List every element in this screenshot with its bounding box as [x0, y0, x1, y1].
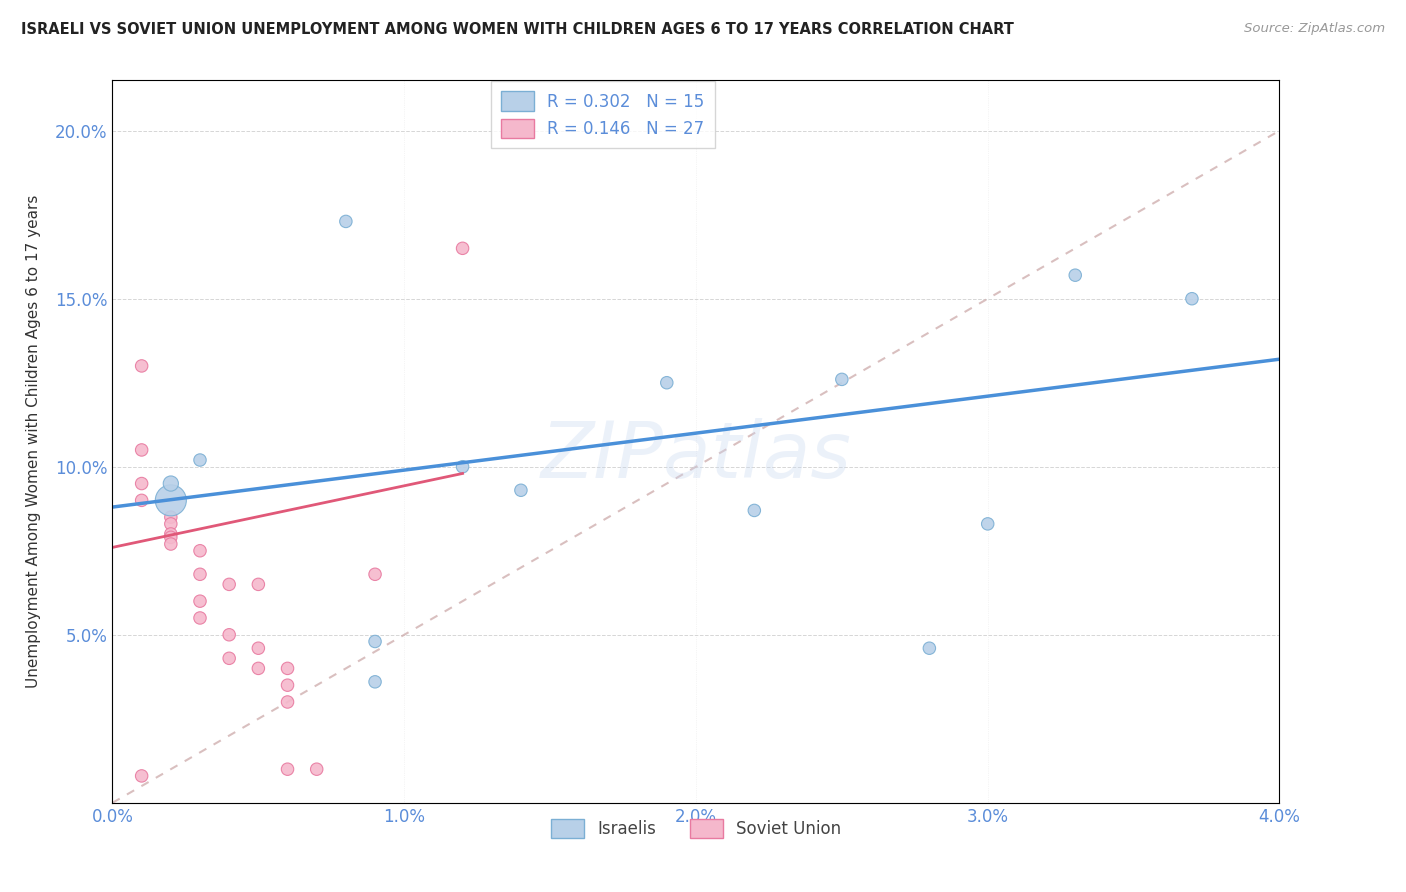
Point [1064, 268, 1087, 283]
Point [742, 503, 765, 517]
Point [1181, 292, 1204, 306]
Point [131, 476, 153, 491]
Point [131, 359, 153, 373]
Point [218, 628, 240, 642]
Y-axis label: Unemployment Among Women with Children Ages 6 to 17 years: Unemployment Among Women with Children A… [27, 194, 41, 689]
Point [131, 769, 153, 783]
Point [831, 372, 853, 386]
Point [160, 530, 183, 544]
Point [364, 634, 387, 648]
Point [160, 493, 183, 508]
Point [131, 493, 153, 508]
Point [509, 483, 531, 498]
Point [160, 516, 183, 531]
Point [451, 241, 474, 255]
Point [276, 695, 298, 709]
Point [335, 214, 357, 228]
Text: ISRAELI VS SOVIET UNION UNEMPLOYMENT AMONG WOMEN WITH CHILDREN AGES 6 TO 17 YEAR: ISRAELI VS SOVIET UNION UNEMPLOYMENT AMO… [21, 22, 1014, 37]
Point [305, 762, 328, 776]
Point [276, 661, 298, 675]
Point [976, 516, 998, 531]
Point [364, 674, 387, 689]
Point [131, 442, 153, 457]
Point [188, 594, 211, 608]
Text: Source: ZipAtlas.com: Source: ZipAtlas.com [1244, 22, 1385, 36]
Point [276, 678, 298, 692]
Point [188, 611, 211, 625]
Point [218, 577, 240, 591]
Point [188, 543, 211, 558]
Text: ZIPatlas: ZIPatlas [540, 418, 852, 494]
Point [247, 641, 270, 656]
Point [160, 527, 183, 541]
Point [160, 537, 183, 551]
Point [218, 651, 240, 665]
Point [276, 762, 298, 776]
Point [364, 567, 387, 582]
Point [247, 577, 270, 591]
Point [188, 453, 211, 467]
Point [655, 376, 678, 390]
Point [160, 510, 183, 524]
Point [918, 641, 941, 656]
Point [188, 567, 211, 582]
Legend: Israelis, Soviet Union: Israelis, Soviet Union [544, 813, 848, 845]
Point [247, 661, 270, 675]
Point [160, 476, 183, 491]
Point [451, 459, 474, 474]
